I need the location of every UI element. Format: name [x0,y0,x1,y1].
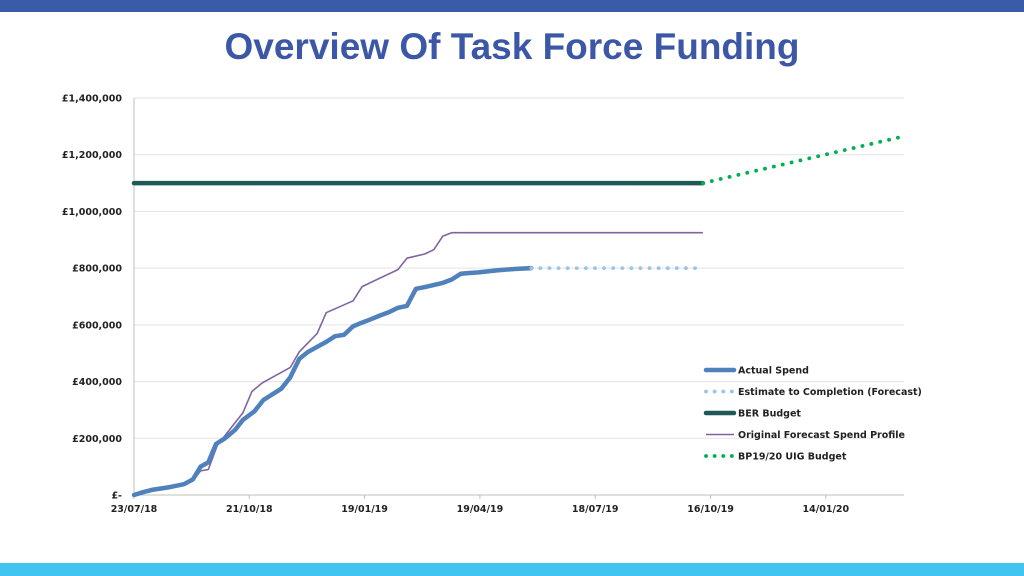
y-tick-label: £200,000 [72,434,122,445]
chart-axes [133,98,904,499]
y-tick-label: £400,000 [72,377,122,388]
legend-label: Estimate to Completion (Forecast) [738,387,922,398]
page-title: Overview Of Task Force Funding [224,26,800,67]
y-tick-label: £1,000,000 [62,207,122,218]
bottom-accent-bar [0,563,1024,576]
x-tick-label: 14/01/20 [803,504,850,515]
legend-label: Original Forecast Spend Profile [738,430,905,441]
y-tick-label: £- [111,491,122,502]
x-tick-labels: 23/07/18 21/10/18 19/01/19 19/04/19 18/07/19… [111,504,850,515]
chart-legend: Actual Spend Estimate to Completion (Fore… [703,366,922,463]
series-line-4 [701,134,906,186]
y-tick-label: £600,000 [72,320,122,331]
series-line-3 [133,231,703,496]
y-tick-label: £800,000 [72,264,122,275]
legend-label: Actual Spend [738,366,809,377]
y-tick-label: £1,200,000 [62,150,122,161]
top-accent-bar [0,0,1024,12]
x-tick-label: 19/04/19 [457,504,504,515]
legend-label: BP19/20 UIG Budget [738,452,847,463]
series-line-0 [131,265,534,498]
chart-series [131,134,906,498]
x-tick-label: 16/10/19 [687,504,734,515]
x-tick-label: 19/01/19 [341,504,388,515]
x-tick-label: 18/07/19 [572,504,619,515]
x-tick-label: 21/10/18 [226,504,273,515]
y-tick-label: £1,400,000 [62,94,122,105]
y-tick-labels: £- £200,000 £400,000 £600,000 £800,000 £1,000… [62,94,122,502]
x-tick-label: 23/07/18 [111,504,158,515]
legend-label: BER Budget [738,409,801,420]
